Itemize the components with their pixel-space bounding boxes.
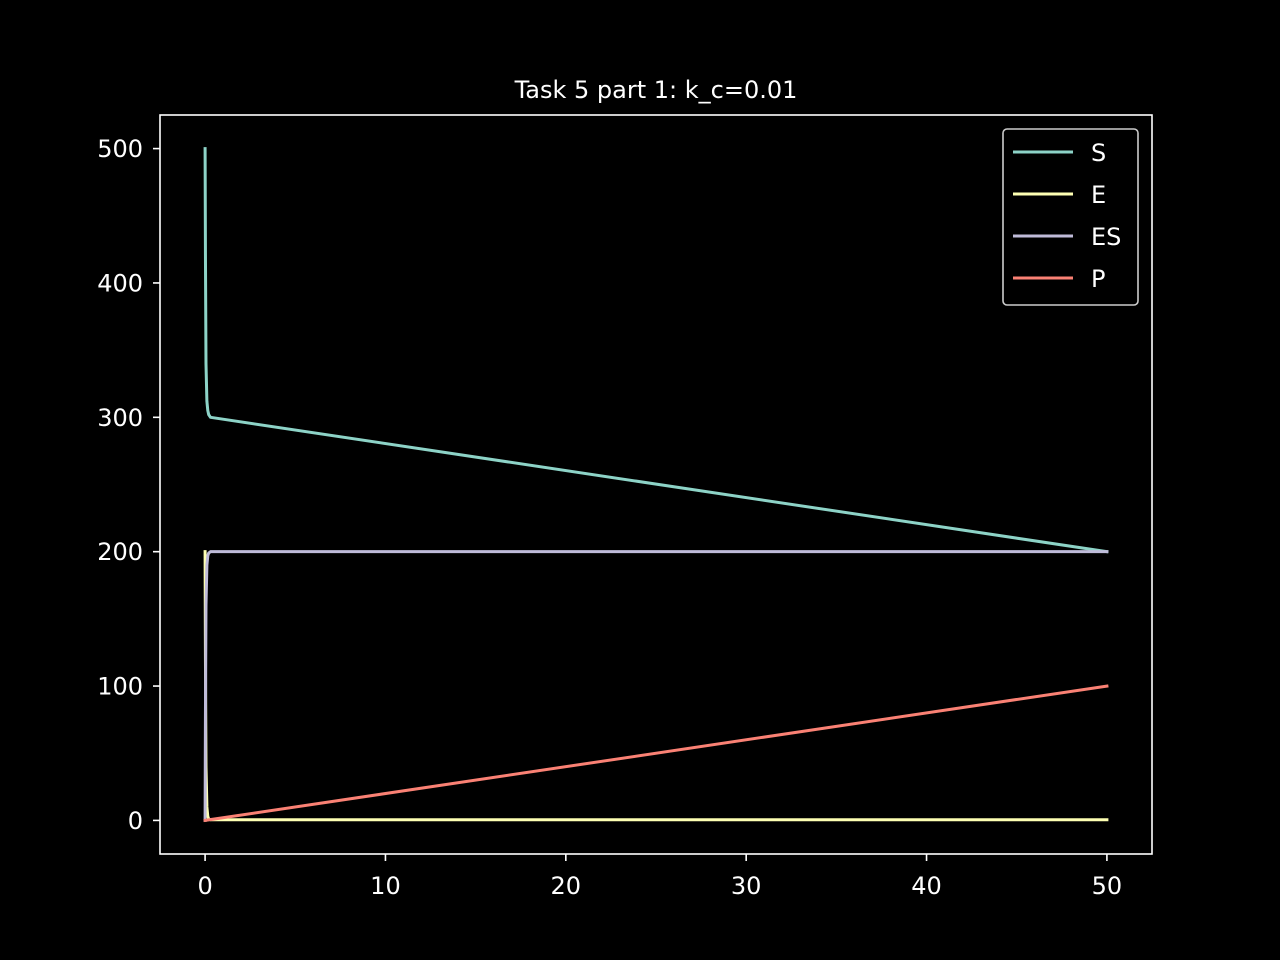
y-tick-label: 0 [128, 807, 143, 835]
x-axis: 0 10 20 30 40 50 [197, 854, 1122, 900]
legend-label-e: E [1091, 181, 1106, 209]
y-tick-label: 200 [97, 538, 143, 566]
chart-title: Task 5 part 1: k_c=0.01 [514, 76, 798, 104]
y-axis: 0 100 200 300 400 500 [97, 135, 160, 835]
series-line-es [203, 550, 1109, 822]
legend: SE ES P [1002, 128, 1139, 306]
x-tick-label: 20 [551, 872, 582, 900]
series-line-s [203, 147, 1109, 554]
series-lines [203, 147, 1109, 823]
series-line-p [203, 684, 1109, 823]
x-tick-label: 0 [197, 872, 212, 900]
x-tick-label: 50 [1092, 872, 1123, 900]
x-tick-label: 40 [911, 872, 942, 900]
x-tick-label: 30 [731, 872, 762, 900]
legend-items: SE ES P [1013, 139, 1121, 293]
legend-label-es: ES [1091, 223, 1121, 251]
y-tick-label: 500 [97, 135, 143, 163]
y-tick-label: 300 [97, 404, 143, 432]
plot-area [159, 114, 1153, 855]
y-tick-label: 100 [97, 673, 143, 701]
axes-border [159, 114, 1153, 855]
y-tick-label: 400 [97, 269, 143, 297]
legend-frame [1002, 128, 1139, 306]
legend-label-s: S [1091, 139, 1106, 167]
x-tick-label: 10 [370, 872, 401, 900]
legend-label-p: P [1091, 265, 1105, 293]
